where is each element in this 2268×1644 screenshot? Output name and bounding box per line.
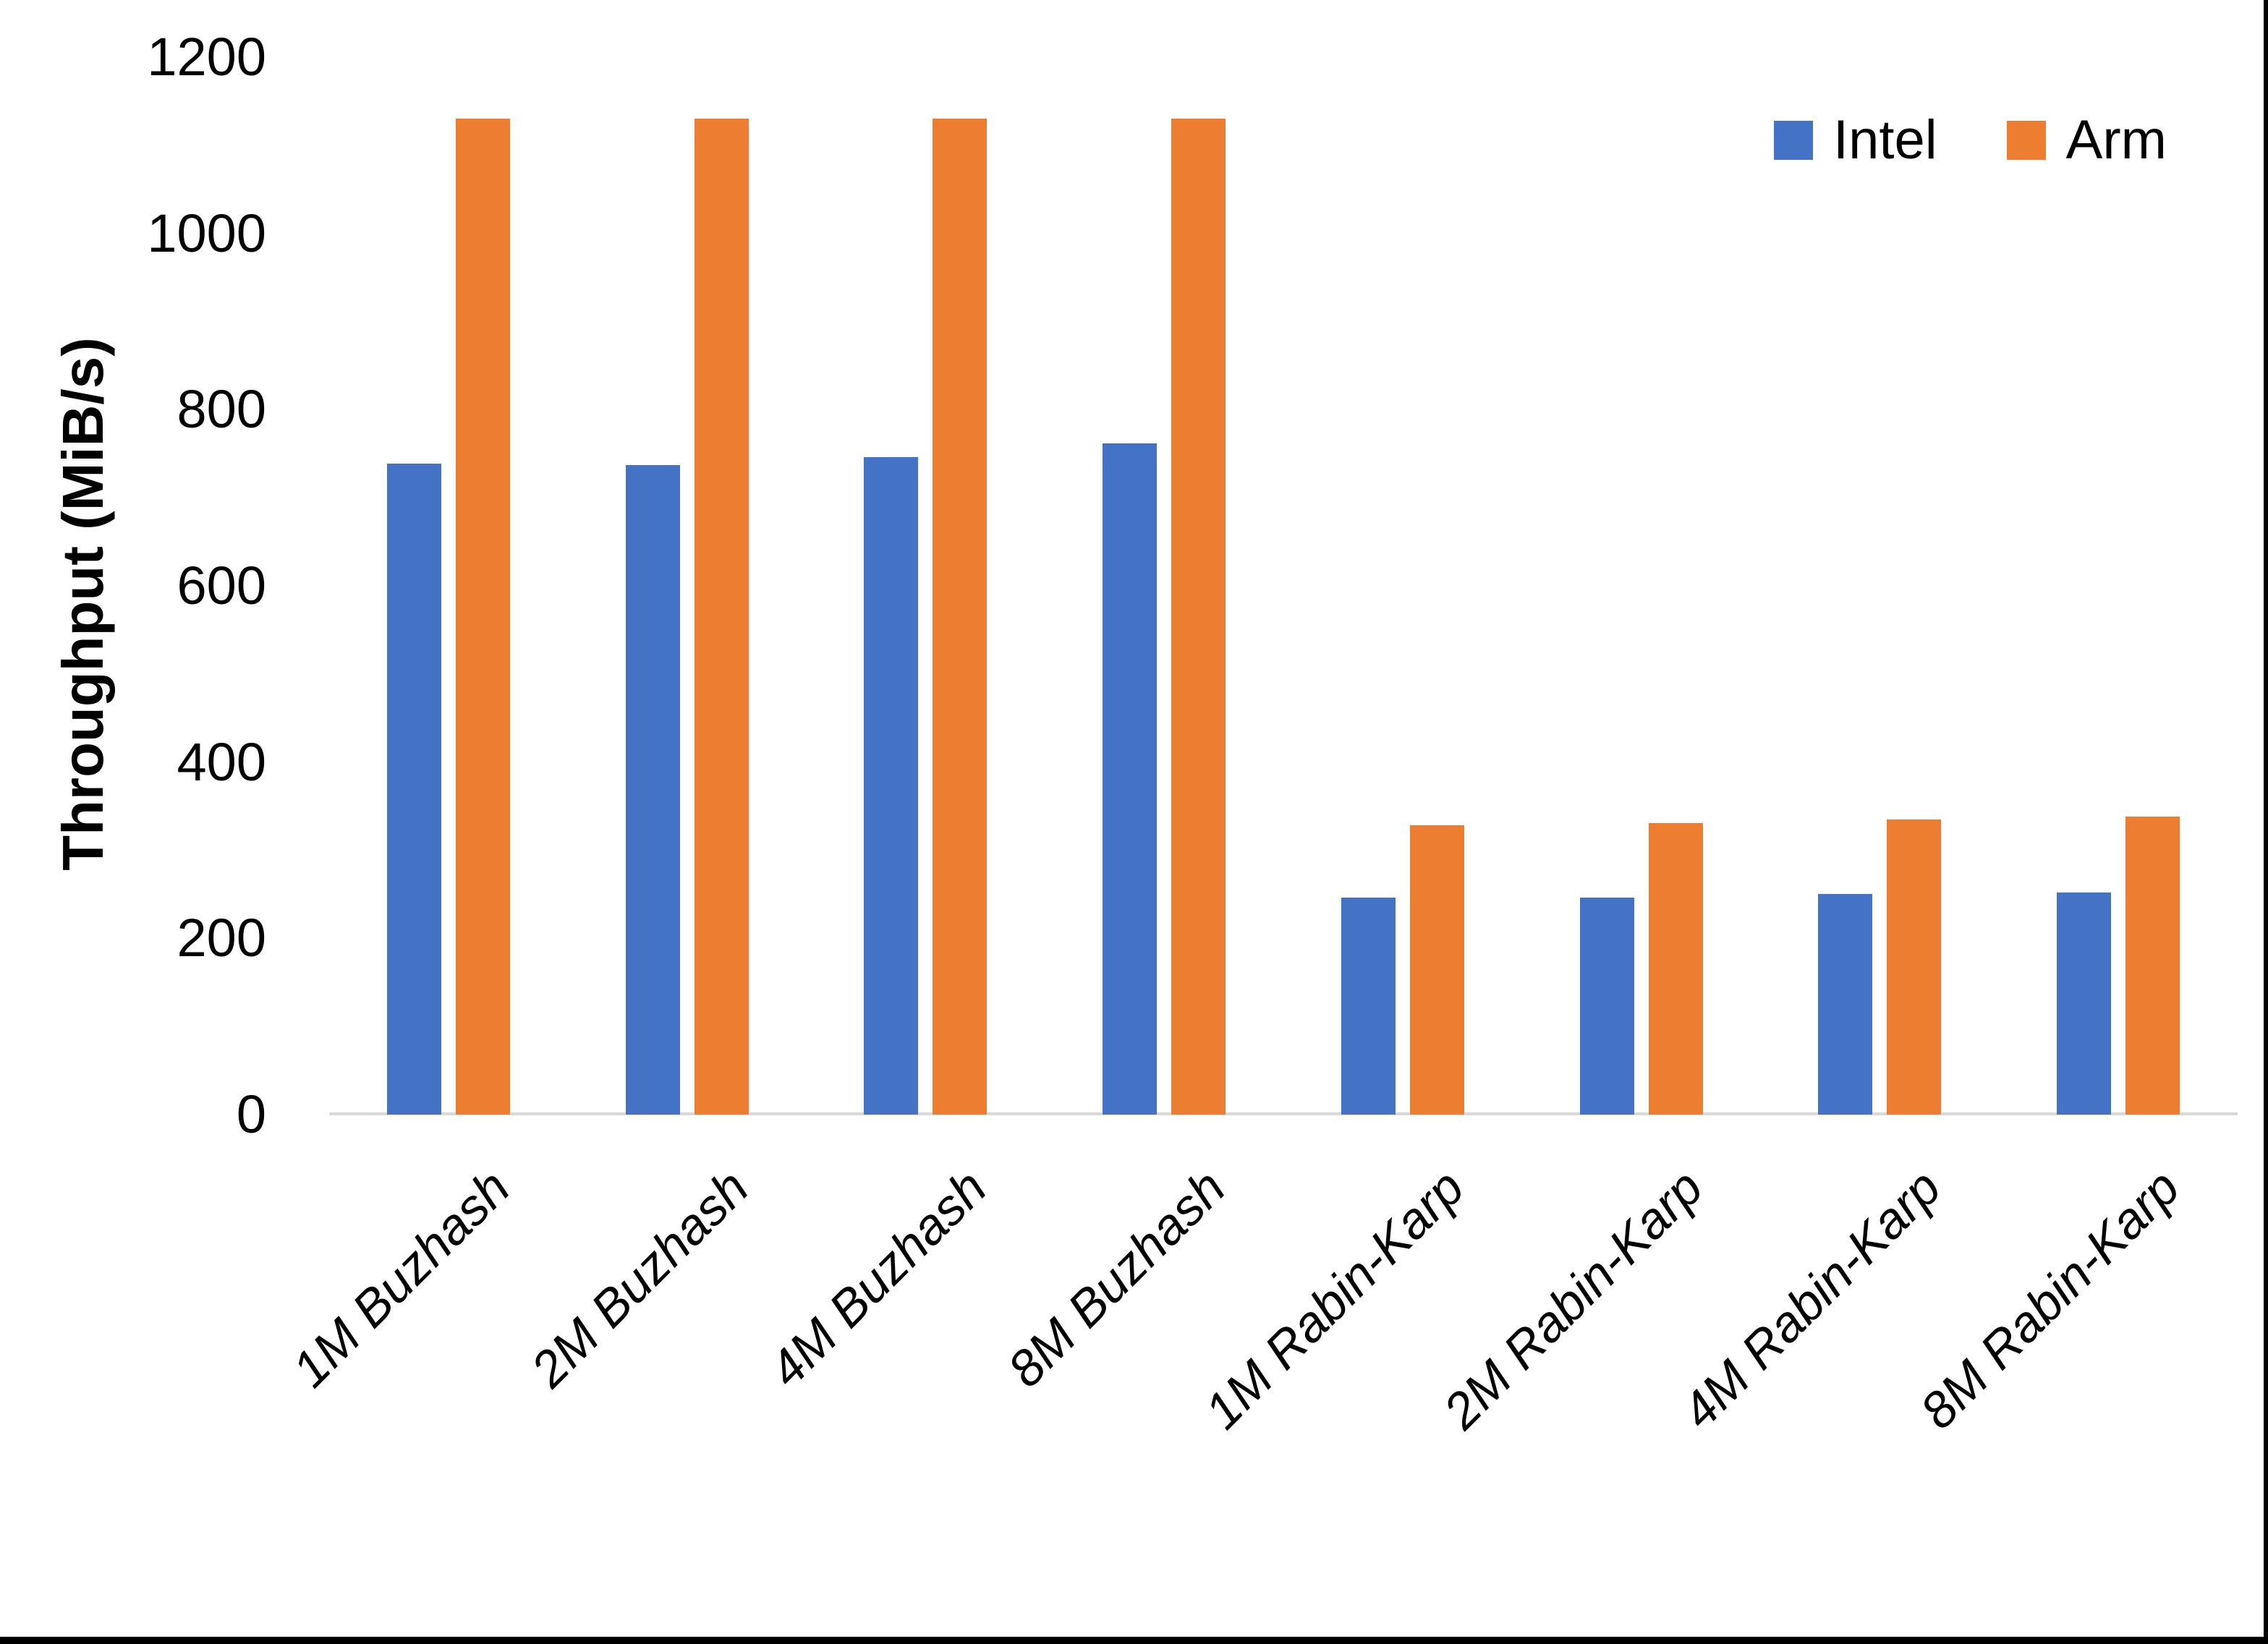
bar-arm-1m-buzhash bbox=[455, 119, 510, 1115]
right-border bbox=[2264, 0, 2268, 1644]
bar-arm-2m-buzhash bbox=[694, 119, 749, 1115]
y-tick-label-800: 800 bbox=[177, 379, 266, 440]
bar-arm-4m-rabin-karp bbox=[1887, 819, 1942, 1115]
y-tick-label-0: 0 bbox=[236, 1084, 266, 1144]
bar-intel-8m-buzhash bbox=[1103, 443, 1158, 1115]
bar-arm-8m-rabin-karp bbox=[2125, 817, 2180, 1115]
bar-arm-1m-rabin-karp bbox=[1409, 825, 1464, 1115]
legend-label-arm: Arm bbox=[2065, 109, 2167, 171]
bar-arm-2m-rabin-karp bbox=[1648, 822, 1703, 1115]
bottom-border bbox=[0, 1637, 2268, 1644]
x-axis-line bbox=[329, 1112, 2238, 1115]
legend-item-arm: Arm bbox=[2006, 109, 2167, 171]
legend-item-intel: Intel bbox=[1774, 113, 1937, 168]
y-tick-label-1000: 1000 bbox=[147, 203, 266, 263]
bar-intel-1m-rabin-karp bbox=[1341, 898, 1396, 1115]
bar-intel-4m-buzhash bbox=[864, 457, 919, 1115]
bar-intel-2m-rabin-karp bbox=[1579, 898, 1634, 1115]
bar-intel-2m-buzhash bbox=[625, 465, 680, 1115]
bar-arm-8m-buzhash bbox=[1171, 119, 1226, 1115]
legend: Intel Arm bbox=[1774, 113, 2167, 168]
y-tick-label-400: 400 bbox=[177, 731, 266, 792]
legend-swatch-intel-icon bbox=[1774, 121, 1813, 160]
legend-swatch-arm-icon bbox=[2006, 121, 2046, 160]
bar-arm-4m-buzhash bbox=[933, 119, 988, 1115]
bar-intel-1m-buzhash bbox=[386, 463, 441, 1115]
y-tick-label-1200: 1200 bbox=[147, 27, 266, 87]
y-tick-label-200: 200 bbox=[177, 908, 266, 968]
bar-intel-4m-rabin-karp bbox=[1818, 894, 1873, 1115]
bar-intel-8m-rabin-karp bbox=[2057, 892, 2112, 1115]
y-tick-label-600: 600 bbox=[177, 555, 266, 616]
legend-label-intel: Intel bbox=[1833, 109, 1937, 171]
